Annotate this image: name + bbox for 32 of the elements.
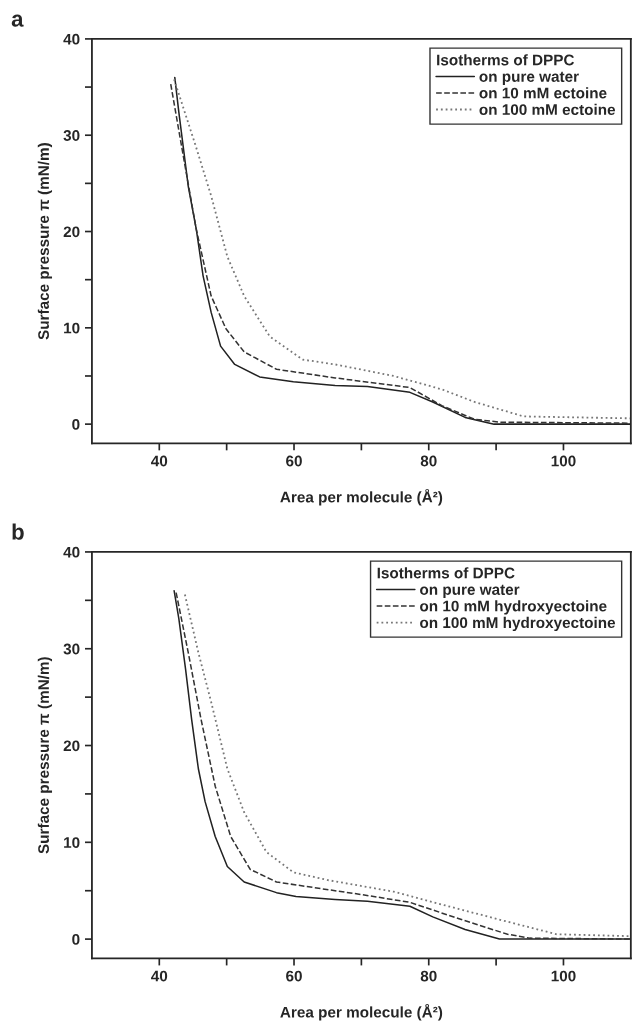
legend-label: on pure water bbox=[420, 584, 520, 598]
y-tick-label: 10 bbox=[64, 322, 80, 334]
y-tick-label: 30 bbox=[63, 130, 80, 141]
y-tick-label: 40 bbox=[63, 33, 80, 45]
x-tick-label: 80 bbox=[420, 970, 437, 982]
y-tick-label: 40 bbox=[63, 546, 80, 558]
legend-label: on 100 mM hydroxyectoine bbox=[420, 616, 616, 632]
legend-label: on 100 mM ectoine bbox=[479, 103, 616, 116]
legend-title: Isotherms of DPPC bbox=[437, 54, 575, 66]
x-tick-label: 80 bbox=[420, 455, 437, 467]
y-axis-title: Surface pressure π (mN/m) bbox=[37, 143, 53, 340]
legend-title: Isotherms of DPPC bbox=[377, 567, 515, 579]
x-tick-label: 100 bbox=[551, 970, 576, 982]
x-tick-label: 60 bbox=[286, 455, 302, 467]
y-axis-title: Surface pressure π (mN/m) bbox=[37, 657, 53, 854]
x-tick-label: 60 bbox=[286, 970, 302, 982]
legend-label: on pure water bbox=[479, 71, 579, 85]
chart-title: b bbox=[12, 523, 24, 540]
legend-label: on 10 mM ectoine bbox=[479, 87, 607, 99]
y-tick-label: 0 bbox=[72, 933, 80, 945]
x-tick-label: 100 bbox=[551, 455, 576, 467]
x-axis-title: Area per molecule (Å²) bbox=[280, 1003, 443, 1021]
legend-label: on 10 mM hydroxyectoine bbox=[420, 600, 607, 615]
x-tick-label: 40 bbox=[151, 455, 168, 467]
y-tick-label: 10 bbox=[64, 837, 80, 848]
chart-title: a bbox=[11, 14, 24, 27]
x-axis-title: Area per molecule (Å²) bbox=[280, 488, 443, 506]
y-tick-label: 20 bbox=[63, 226, 80, 238]
y-tick-label: 30 bbox=[63, 643, 80, 655]
x-tick-label: 40 bbox=[151, 970, 168, 982]
y-tick-label: 20 bbox=[63, 740, 80, 752]
y-tick-label: 0 bbox=[72, 419, 80, 430]
